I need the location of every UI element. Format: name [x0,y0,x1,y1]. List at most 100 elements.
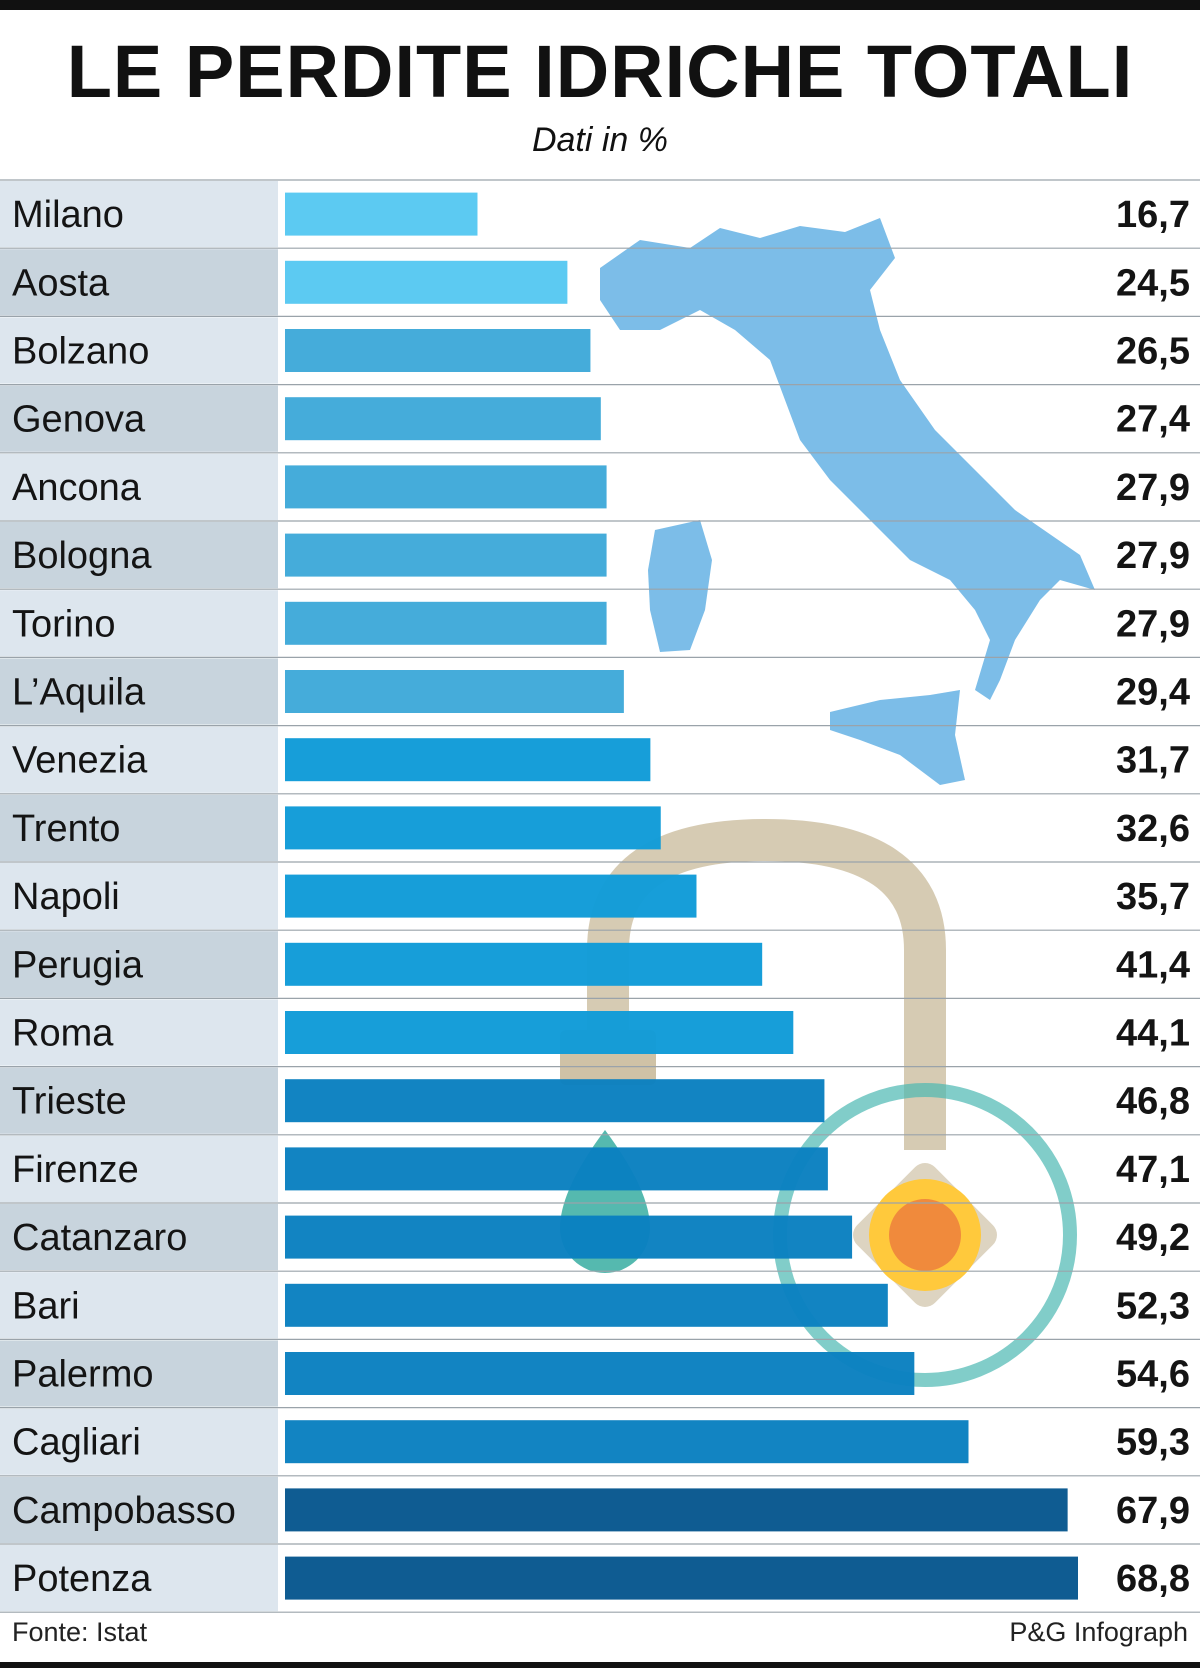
category-label-bg [0,1067,278,1134]
credit-note: P&G Infograph [1009,1617,1188,1647]
value-label: 26,5 [1116,331,1190,373]
bar [285,601,607,645]
category-label: Napoli [12,876,120,918]
value-label: 59,3 [1116,1422,1190,1464]
category-label-bg [0,1135,278,1202]
value-label: 31,7 [1116,740,1190,782]
category-label: Aosta [12,262,110,304]
bar [285,465,607,509]
category-label: Catanzaro [12,1217,187,1259]
chart-subtitle: Dati in % [531,121,669,159]
bar [285,260,568,304]
bar [285,1283,888,1327]
category-label: Torino [12,603,116,645]
category-label: Cagliari [12,1422,141,1464]
category-label-bg [0,658,278,725]
category-label-bg [0,1340,278,1407]
bar [285,1147,828,1191]
category-label-bg [0,931,278,998]
category-label: Ancona [12,467,142,509]
chart-title: LE PERDITE IDRICHE TOTALI [66,30,1134,113]
value-label: 54,6 [1116,1354,1190,1396]
bottom-rule [0,1662,1200,1668]
row-backgrounds [0,181,278,1612]
category-label: Milano [12,194,124,236]
category-label-bg [0,794,278,861]
bar [285,874,697,918]
category-label-bg [0,1272,278,1339]
category-label-bg [0,181,278,248]
row-separators [0,179,1200,1613]
value-label: 27,9 [1116,535,1190,577]
category-label: Potenza [12,1558,152,1600]
bar [285,533,607,577]
category-label: Firenze [12,1149,139,1191]
category-label-bg [0,590,278,657]
value-label: 24,5 [1116,262,1190,304]
value-label: 27,9 [1116,603,1190,645]
category-label: Bologna [12,535,152,577]
bar [285,1352,915,1395]
category-label: Bolzano [12,331,149,373]
bar [285,1011,794,1054]
bar [285,329,591,372]
category-label: Trieste [12,1081,127,1123]
bar [285,1556,1078,1600]
category-label: Palermo [12,1354,154,1396]
bar [285,1215,853,1259]
category-label-bg [0,453,278,520]
bar [285,397,601,441]
italy-map-shape [600,218,1095,700]
category-label-bg [0,385,278,452]
category-label: Venezia [12,740,148,782]
category-label-bg [0,249,278,316]
sardinia-map-shape [648,520,712,652]
value-label: 27,9 [1116,467,1190,509]
category-label: L’Aquila [12,672,146,714]
bar [285,1488,1068,1532]
category-label-bg [0,1545,278,1612]
category-label: Genova [12,399,146,441]
category-label: Campobasso [12,1490,236,1532]
category-label-bg [0,863,278,930]
value-label: 49,2 [1116,1217,1190,1259]
value-label: 41,4 [1116,944,1190,986]
bar [285,192,478,236]
value-label: 67,9 [1116,1490,1190,1532]
category-label-bg [0,522,278,589]
bar [285,670,624,713]
bar [285,738,651,782]
category-label-bg [0,726,278,793]
category-label-bg [0,999,278,1066]
background-illustration [560,218,1095,1387]
bars [285,192,1078,1600]
value-labels: 16,7 24,5 26,5 27,4 27,9 27,9 27,9 29,4 31,7 32,6… [1116,194,1190,1600]
top-rule [0,0,1200,10]
sicily-map-shape [830,690,965,785]
bar [285,1079,825,1123]
category-label-bg [0,1476,278,1543]
bar [285,942,763,986]
category-labels: Milano Aosta Bolzano Genova Ancona Bologna Tor… [12,194,236,1600]
value-label: 47,1 [1116,1149,1190,1191]
category-label: Roma [12,1013,114,1055]
category-label: Trento [12,808,120,850]
value-label: 16,7 [1116,194,1190,236]
value-label: 27,4 [1116,399,1190,441]
value-label: 68,8 [1116,1558,1190,1600]
category-label-bg [0,1204,278,1271]
value-label: 46,8 [1116,1081,1190,1123]
category-label: Perugia [12,944,144,986]
value-label: 44,1 [1116,1013,1190,1055]
category-label-bg [0,317,278,384]
category-label: Bari [12,1285,80,1327]
category-label-bg [0,1408,278,1475]
value-label: 35,7 [1116,876,1190,918]
bar [285,806,661,850]
bar [285,1420,969,1464]
value-label: 32,6 [1116,808,1190,850]
source-note: Fonte: Istat [12,1617,148,1647]
value-label: 29,4 [1116,672,1190,714]
value-label: 52,3 [1116,1285,1190,1327]
